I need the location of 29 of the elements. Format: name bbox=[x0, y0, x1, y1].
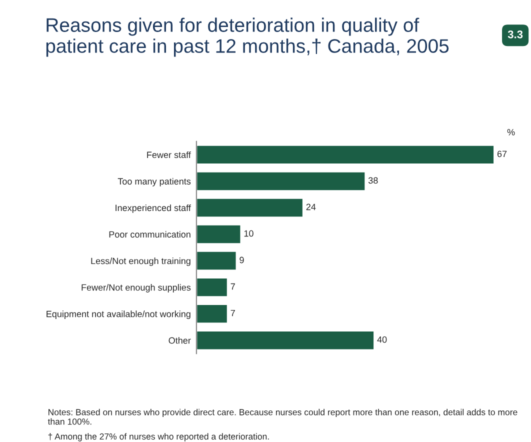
bar bbox=[196, 224, 242, 244]
bar bbox=[196, 198, 304, 218]
data-label: 10 bbox=[244, 230, 254, 237]
bar bbox=[196, 250, 238, 272]
text: † Among the 27% of nurses who reported a deterioration. bbox=[48, 433, 269, 442]
y-tick-label: Other bbox=[168, 337, 191, 344]
y-tick-label: Too many patients bbox=[118, 178, 191, 186]
bar bbox=[196, 304, 228, 324]
y-tick-label: Equipment not available/not working bbox=[46, 310, 190, 319]
data-label: 24 bbox=[306, 204, 316, 210]
data-label: 7 bbox=[230, 283, 235, 290]
y-tick-label: Fewer/Not enough supplies bbox=[82, 284, 191, 292]
x-axis-title: % bbox=[507, 129, 515, 136]
data-label: 67 bbox=[497, 150, 507, 158]
y-tick-label: Poor communication bbox=[109, 230, 190, 238]
text: 3.3 bbox=[508, 30, 523, 38]
data-label: 7 bbox=[230, 310, 235, 316]
bar bbox=[196, 170, 366, 192]
chart-title: Reasons given for deterioration in quality of patient care in past 12 months,† Canada, 2005 bbox=[46, 18, 449, 57]
data-label: 38 bbox=[368, 177, 378, 184]
data-label: 40 bbox=[377, 336, 387, 343]
bar bbox=[196, 144, 495, 165]
text: Notes: Based on nurses who provide direct care. Because nurses could report more than one reason, detail adds to more than 100%. bbox=[48, 408, 518, 425]
bar bbox=[196, 277, 228, 298]
bar bbox=[196, 330, 375, 351]
y-tick-label: Inexperienced staff bbox=[116, 204, 191, 213]
data-label: 9 bbox=[240, 256, 244, 264]
y-tick-label: Less/Not enough training bbox=[91, 258, 190, 266]
y-tick-label: Fewer staff bbox=[147, 151, 191, 158]
